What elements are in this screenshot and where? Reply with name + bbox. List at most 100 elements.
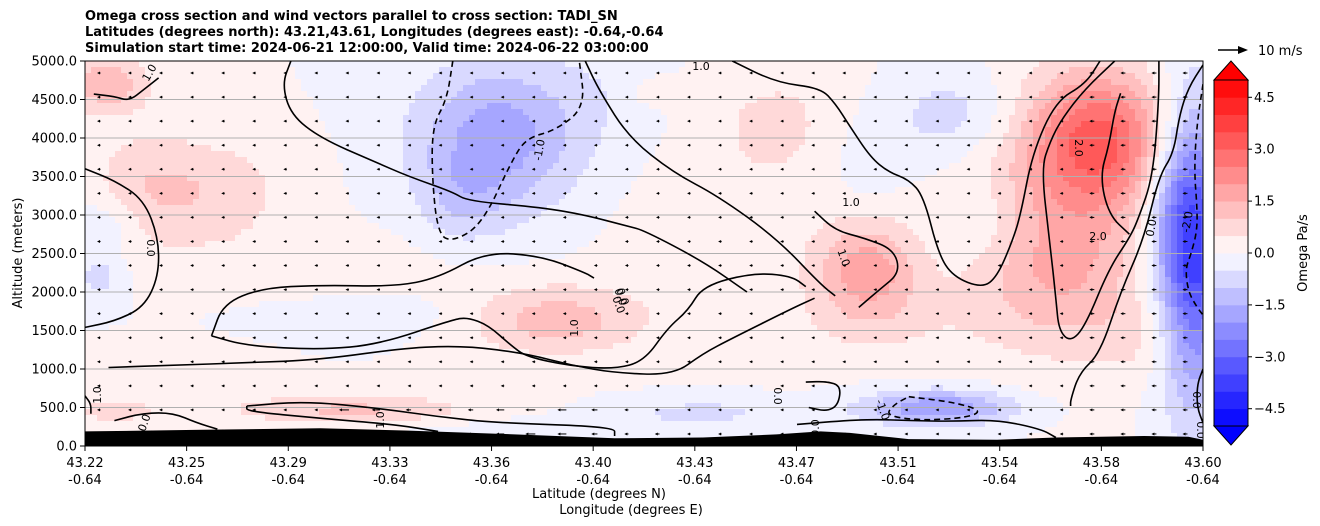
field-cell	[271, 133, 278, 140]
field-cell	[235, 343, 242, 350]
field-cell	[361, 61, 368, 68]
field-cell	[433, 241, 440, 248]
field-cell	[97, 427, 104, 434]
field-cell	[103, 145, 110, 152]
field-cell	[373, 409, 380, 416]
field-cell	[271, 127, 278, 134]
field-cell	[193, 223, 200, 230]
field-cell	[307, 253, 314, 260]
field-cell	[457, 331, 464, 338]
field-cell	[313, 391, 320, 398]
field-cell	[511, 163, 518, 170]
field-cell	[205, 205, 212, 212]
field-cell	[211, 349, 218, 356]
field-cell	[379, 121, 386, 128]
field-cell	[259, 271, 266, 278]
field-cell	[223, 307, 230, 314]
field-cell	[361, 187, 368, 194]
field-cell	[397, 283, 404, 290]
field-cell	[187, 307, 194, 314]
field-cell	[487, 97, 494, 104]
field-cell	[289, 181, 296, 188]
field-cell	[109, 247, 116, 254]
field-cell	[397, 181, 404, 188]
field-cell	[331, 61, 338, 68]
field-cell	[469, 247, 476, 254]
field-cell	[367, 121, 374, 128]
field-cell	[397, 349, 404, 356]
field-cell	[403, 145, 410, 152]
field-cell	[373, 295, 380, 302]
field-cell	[409, 265, 416, 272]
field-cell	[523, 403, 530, 410]
field-cell	[481, 157, 488, 164]
field-cell	[541, 91, 548, 98]
field-cell	[109, 133, 116, 140]
field-cell	[523, 325, 530, 332]
field-cell	[139, 349, 146, 356]
field-cell	[505, 205, 512, 212]
field-cell	[229, 415, 236, 422]
field-cell	[235, 367, 242, 374]
field-cell	[157, 397, 164, 404]
field-cell	[259, 373, 266, 380]
field-cell	[373, 199, 380, 206]
field-cell	[427, 253, 434, 260]
field-cell	[97, 361, 104, 368]
field-cell	[97, 139, 104, 146]
field-cell	[193, 277, 200, 284]
field-cell	[397, 385, 404, 392]
field-cell	[487, 253, 494, 260]
field-cell	[175, 193, 182, 200]
field-cell	[157, 103, 164, 110]
field-cell	[157, 181, 164, 188]
field-cell	[397, 253, 404, 260]
field-cell	[199, 121, 206, 128]
field-cell	[139, 109, 146, 116]
field-cell	[85, 91, 92, 98]
field-cell	[391, 127, 398, 134]
field-cell	[535, 61, 542, 68]
field-cell	[127, 133, 134, 140]
field-cell	[265, 151, 272, 158]
field-cell	[517, 355, 524, 362]
field-cell	[349, 271, 356, 278]
field-cell	[373, 139, 380, 146]
field-cell	[427, 115, 434, 122]
field-cell	[523, 409, 530, 416]
field-cell	[181, 133, 188, 140]
field-cell	[163, 397, 170, 404]
field-cell	[139, 391, 146, 398]
field-cell	[241, 319, 248, 326]
field-cell	[313, 379, 320, 386]
field-cell	[487, 331, 494, 338]
field-cell	[121, 61, 128, 68]
field-cell	[517, 319, 524, 326]
field-cell	[223, 301, 230, 308]
field-cell	[403, 295, 410, 302]
field-cell	[409, 193, 416, 200]
field-cell	[181, 235, 188, 242]
field-cell	[283, 115, 290, 122]
field-cell	[121, 199, 128, 206]
field-cell	[241, 211, 248, 218]
field-cell	[391, 301, 398, 308]
field-cell	[277, 271, 284, 278]
field-cell	[487, 385, 494, 392]
field-cell	[493, 409, 500, 416]
field-cell	[163, 313, 170, 320]
field-cell	[391, 175, 398, 182]
field-cell	[259, 181, 266, 188]
field-cell	[307, 241, 314, 248]
field-cell	[337, 265, 344, 272]
field-cell	[277, 91, 284, 98]
field-cell	[367, 397, 374, 404]
field-cell	[319, 259, 326, 266]
field-cell	[493, 283, 500, 290]
field-cell	[457, 367, 464, 374]
field-cell	[265, 145, 272, 152]
field-cell	[127, 283, 134, 290]
field-cell	[259, 109, 266, 116]
field-cell	[205, 145, 212, 152]
field-cell	[115, 223, 122, 230]
